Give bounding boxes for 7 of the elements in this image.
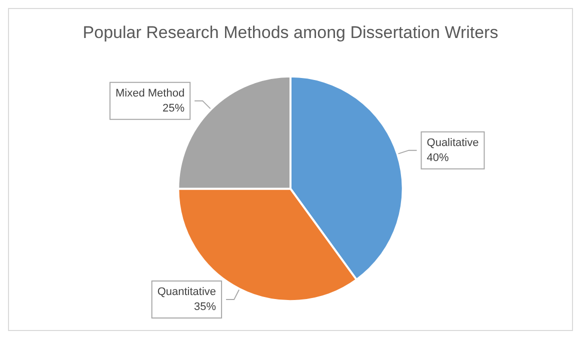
- data-label: 40%: [426, 152, 449, 164]
- chart-title: Popular Research Methods among Dissertation Writers: [82, 23, 498, 42]
- slice-label: Qualitative: [426, 136, 479, 149]
- slice-label: Quantitative: [157, 286, 216, 298]
- data-label: 25%: [162, 102, 185, 114]
- slice-label: Mixed Method: [115, 87, 185, 100]
- data-label: 35%: [194, 301, 216, 314]
